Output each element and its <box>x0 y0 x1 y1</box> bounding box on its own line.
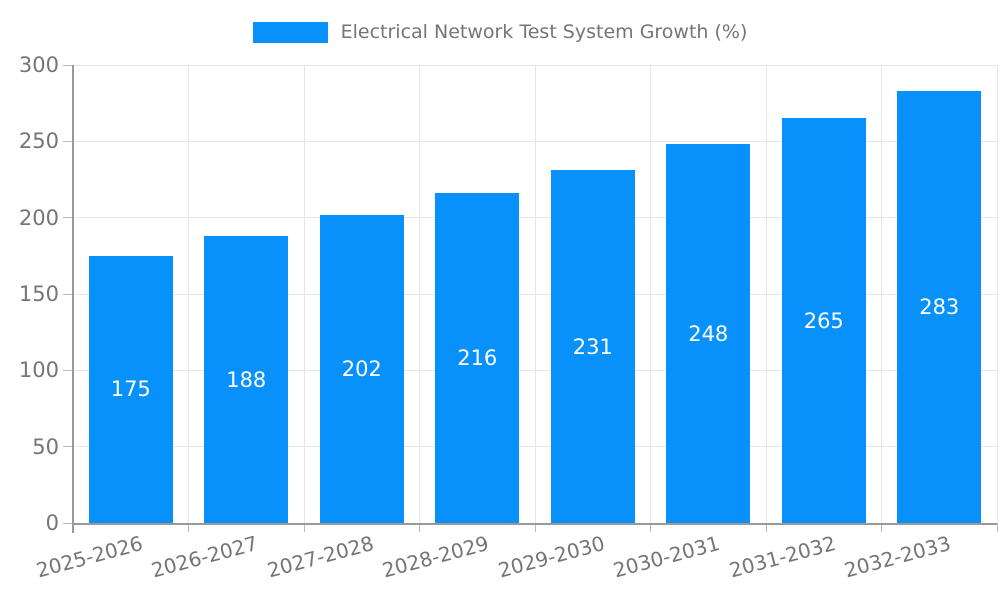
bar[interactable]: 188 <box>204 236 289 523</box>
bar[interactable]: 216 <box>435 193 520 523</box>
bar[interactable]: 202 <box>319 214 404 523</box>
x-axis-tick-label: 2032-2033 <box>841 531 954 583</box>
y-axis-tick-label: 100 <box>18 358 59 383</box>
x-gridline <box>765 65 767 523</box>
x-gridline <box>188 65 189 523</box>
y-axis-tick <box>63 369 73 371</box>
y-axis-tick <box>63 64 73 66</box>
x-gridline <box>419 65 420 523</box>
chart-legend: Electrical Network Test System Growth (%… <box>0 21 1000 43</box>
y-axis-tick-label: 150 <box>18 282 59 306</box>
x-gridline <box>534 65 536 523</box>
x-axis-tick-label: 2026-2027 <box>148 531 261 583</box>
bar[interactable]: 265 <box>781 118 866 523</box>
y-axis-tick <box>63 446 73 448</box>
x-axis-tick-label: 2031-2032 <box>726 531 838 583</box>
x-gridline <box>996 65 998 523</box>
y-axis-tick <box>63 140 73 142</box>
bar[interactable]: 248 <box>666 144 751 523</box>
x-axis-line <box>72 523 997 525</box>
bar-value-label: 283 <box>919 294 960 319</box>
x-axis-tick <box>765 523 767 532</box>
bar[interactable]: 283 <box>897 90 982 523</box>
y-axis-tick-label: 0 <box>45 511 59 535</box>
x-axis-tick <box>534 523 536 532</box>
y-axis-tick <box>63 522 73 524</box>
y-axis-tick-label: 250 <box>18 129 59 154</box>
legend-swatch-icon <box>252 21 328 43</box>
bar-value-label: 265 <box>803 308 844 333</box>
x-axis-tick-label: 2025-2026 <box>33 531 145 583</box>
bar-value-label: 202 <box>341 356 382 381</box>
y-axis-tick-label: 300 <box>18 53 59 77</box>
y-axis-tick-label: 200 <box>18 205 59 230</box>
bar-value-label: 216 <box>457 346 498 371</box>
x-axis-tick <box>303 523 305 532</box>
legend-label: Electrical Network Test System Growth (%… <box>340 21 748 43</box>
bar-value-label: 175 <box>110 377 151 402</box>
y-axis-tick <box>63 293 73 295</box>
x-axis-tick-label: 2030-2031 <box>610 531 723 583</box>
x-axis-tick-label: 2028-2029 <box>379 531 492 583</box>
bar[interactable]: 175 <box>88 255 173 523</box>
x-axis-tick-label: 2027-2028 <box>264 531 376 583</box>
y-axis-tick <box>63 217 73 219</box>
y-axis-tick-label: 50 <box>32 434 59 459</box>
bar-value-label: 188 <box>226 367 267 392</box>
legend-item[interactable]: Electrical Network Test System Growth (%… <box>252 21 748 43</box>
bar-value-label: 231 <box>572 334 613 359</box>
x-gridline <box>303 65 305 523</box>
x-axis-tick-label: 2029-2030 <box>495 531 607 583</box>
x-axis-tick <box>996 523 998 532</box>
plot-area: 175 188 202 216 231 248 265 283 <box>73 64 998 523</box>
x-gridline <box>650 65 651 523</box>
bar-value-label: 248 <box>688 321 729 346</box>
x-axis-tick <box>419 523 420 532</box>
x-gridline <box>881 65 882 523</box>
x-axis-tick <box>650 523 651 532</box>
bar[interactable]: 231 <box>550 170 635 523</box>
x-axis-tick <box>188 523 189 532</box>
x-axis-tick <box>881 523 882 532</box>
y-axis-line <box>72 65 74 533</box>
